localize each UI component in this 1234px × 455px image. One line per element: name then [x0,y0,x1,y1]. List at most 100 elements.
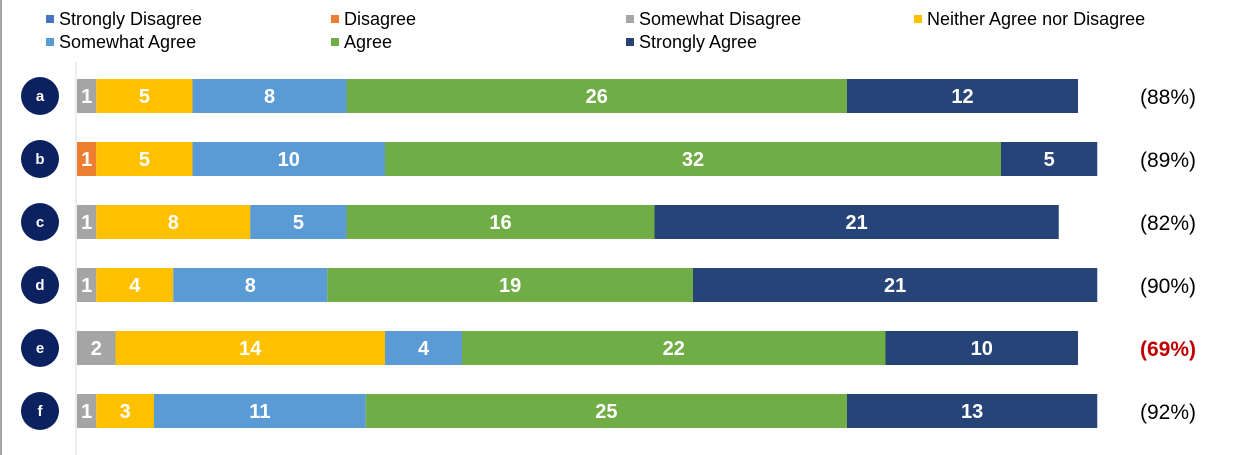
row-percent-label: (88%) [1140,86,1196,109]
legend-swatch [331,15,339,23]
row-letter: a [36,88,45,105]
bar-data-label: 1 [81,86,92,108]
bar-data-label: 14 [239,338,262,360]
bar-segment-b-strongly-agree [1001,142,1098,176]
bar-data-label: 21 [884,275,906,297]
bar-segment-d-somewhat-agree [173,268,328,302]
bar-segment-e-somewhat-agree [385,331,462,365]
bar-segment-f-strongly-agree [847,394,1098,428]
row-percent-label: (89%) [1140,149,1196,172]
bar-data-label: 5 [293,212,304,234]
legend-item-disagree: Disagree [331,8,416,30]
row-letter: f [38,403,44,420]
bar-segment-d-strongly-agree [693,268,1098,302]
row-percent-label: (92%) [1140,401,1196,424]
bar-segment-d-somewhat-disagree [77,268,97,302]
bar-data-label: 1 [81,149,92,171]
row-percent-label: (82%) [1140,212,1196,235]
bar-data-label: 2 [91,338,102,360]
bar-data-label: 4 [129,275,141,297]
row-marker-b: b [21,140,59,178]
legend-item-agree: Agree [331,31,392,53]
bar-segment-e-somewhat-disagree [77,331,116,365]
bar-segment-c-neither-agree-nor-disagree [96,205,251,239]
bar-data-label: 5 [1044,149,1055,171]
legend-label: Strongly Agree [639,31,758,52]
row-letter: b [35,151,44,168]
bar-data-label: 1 [81,401,92,423]
legend-swatch [46,15,54,23]
row-letter: c [36,214,44,231]
bar-segment-a-neither-agree-nor-disagree [96,79,193,113]
row-percent-label: (69%) [1140,338,1196,361]
legend-item-neither-agree-nor-disagree: Neither Agree nor Disagree [914,8,1145,30]
bar-segment-c-strongly-agree [654,205,1059,239]
row-letter: e [36,340,44,357]
row-marker-d: d [21,266,59,304]
legend-label: Agree [344,31,393,52]
row-marker-a: a [21,77,59,115]
bar-segment-e-neither-agree-nor-disagree [115,331,385,365]
bar-data-label: 13 [961,401,983,423]
legend-swatch [914,15,922,23]
bar-segment-b-disagree [77,142,97,176]
bar-segment-c-agree [346,205,655,239]
bar-segment-a-somewhat-agree [192,79,347,113]
row-percent-label: (90%) [1140,275,1196,298]
legend-item-strongly-agree: Strongly Agree [626,31,757,53]
bar-segment-e-agree [462,331,886,365]
bar-data-label: 4 [418,338,430,360]
legend-item-strongly-disagree: Strongly Disagree [46,8,202,30]
bar-data-label: 1 [81,212,92,234]
legend-label: Neither Agree nor Disagree [927,8,1146,29]
row-marker-circle [21,266,59,304]
row-letter: d [35,277,44,294]
legend-swatch [331,38,339,46]
legend-swatch [626,15,634,23]
bar-segment-b-neither-agree-nor-disagree [96,142,193,176]
row-marker-circle [21,140,59,178]
legend-label: Strongly Disagree [59,8,203,29]
bar-data-label: 12 [951,86,973,108]
bar-data-label: 1 [81,275,92,297]
bar-data-label: 22 [663,338,685,360]
legend-swatch [46,38,54,46]
bar-segment-c-somewhat-agree [250,205,347,239]
row-marker-circle [21,392,59,430]
legend-label: Disagree [344,8,417,29]
bar-segment-a-agree [346,79,847,113]
chart-legend: Strongly Disagree Disagree Somewhat Disagr… [46,8,1226,58]
bar-segment-a-strongly-agree [847,79,1078,113]
bar-data-label: 5 [139,149,150,171]
row-marker-circle [21,203,59,241]
bar-data-label: 10 [971,338,993,360]
row-marker-e: e [21,329,59,367]
bar-segment-b-somewhat-agree [192,142,385,176]
bar-data-label: 8 [245,275,256,297]
bar-data-label: 8 [264,86,275,108]
bar-segment-d-agree [327,268,693,302]
bar-data-label: 26 [586,86,608,108]
bar-data-label: 32 [682,149,704,171]
chart-frame-left-border [0,0,2,455]
bar-data-label: 10 [278,149,300,171]
bar-data-label: 3 [120,401,131,423]
bar-segment-f-neither-agree-nor-disagree [96,394,154,428]
row-marker-circle [21,329,59,367]
bar-data-label: 25 [595,401,617,423]
bar-segment-c-somewhat-disagree [77,205,97,239]
bar-data-label: 16 [489,212,511,234]
bar-data-label: 19 [499,275,521,297]
bar-data-label: 11 [249,401,270,423]
bar-segment-b-agree [385,142,1001,176]
bar-segment-f-somewhat-agree [154,394,366,428]
bar-data-label: 21 [846,212,868,234]
bar-data-label: 8 [168,212,179,234]
bar-segment-e-strongly-agree [885,331,1078,365]
bar-segment-f-agree [365,394,847,428]
row-marker-f: f [21,392,59,430]
legend-label: Somewhat Disagree [639,8,802,29]
legend-item-somewhat-agree: Somewhat Agree [46,31,196,53]
bar-segment-f-somewhat-disagree [77,394,97,428]
